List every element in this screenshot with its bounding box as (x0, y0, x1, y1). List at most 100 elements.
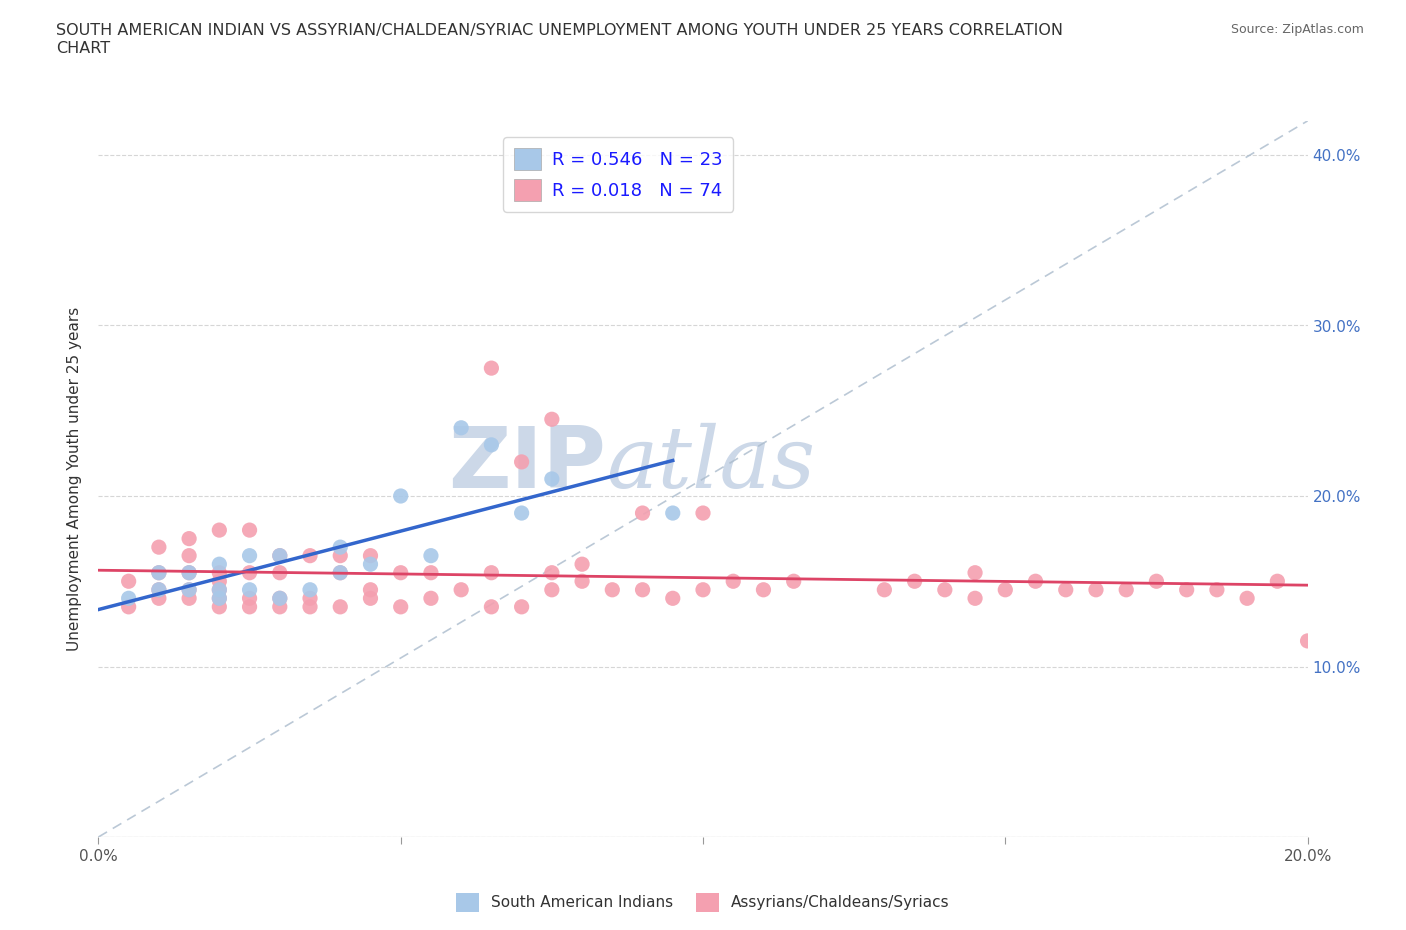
Point (208, 591, 231, 605)
Point (1144, 574, 1167, 589)
Point (602, 582, 624, 597)
Point (661, 591, 683, 605)
Point (148, 591, 170, 605)
Point (965, 565, 987, 580)
Point (1267, 574, 1289, 589)
Point (510, 455, 533, 470)
Point (481, 600, 503, 615)
Point (1236, 591, 1258, 605)
Point (148, 565, 170, 580)
Point (450, 420, 472, 435)
Point (179, 531, 201, 546)
Point (148, 539, 170, 554)
Text: SOUTH AMERICAN INDIAN VS ASSYRIAN/CHALDEAN/SYRIAC UNEMPLOYMENT AMONG YOUTH UNDER: SOUTH AMERICAN INDIAN VS ASSYRIAN/CHALDE… (56, 23, 1063, 56)
Point (1024, 574, 1046, 589)
Point (420, 549, 443, 564)
Point (118, 574, 141, 589)
Point (1296, 633, 1319, 648)
Point (360, 557, 382, 572)
Point (723, 574, 745, 589)
Point (179, 591, 201, 605)
Point (299, 591, 322, 605)
Point (571, 557, 593, 572)
Point (389, 488, 412, 503)
Point (360, 549, 382, 564)
Point (420, 591, 443, 605)
Y-axis label: Unemployment Among Youth under 25 years: Unemployment Among Youth under 25 years (67, 307, 83, 651)
Point (208, 582, 231, 597)
Point (179, 582, 201, 597)
Point (692, 506, 714, 521)
Point (540, 582, 562, 597)
Point (389, 565, 412, 580)
Point (783, 574, 806, 589)
Point (269, 549, 291, 564)
Point (873, 582, 896, 597)
Point (450, 582, 472, 597)
Point (179, 565, 201, 580)
Text: atlas: atlas (606, 423, 815, 506)
Point (904, 574, 927, 589)
Point (1175, 582, 1198, 597)
Point (179, 565, 201, 580)
Point (692, 582, 714, 597)
Point (148, 582, 170, 597)
Point (208, 557, 231, 572)
Point (269, 565, 291, 580)
Point (1085, 582, 1108, 597)
Point (631, 582, 654, 597)
Point (179, 549, 201, 564)
Legend: R = 0.546   N = 23, R = 0.018   N = 74: R = 0.546 N = 23, R = 0.018 N = 74 (503, 137, 734, 212)
Point (239, 591, 262, 605)
Point (239, 582, 262, 597)
Point (239, 565, 262, 580)
Point (540, 472, 562, 486)
Point (965, 591, 987, 605)
Point (360, 591, 382, 605)
Point (329, 549, 352, 564)
Point (208, 565, 231, 580)
Point (420, 565, 443, 580)
Point (118, 591, 141, 605)
Point (208, 591, 231, 605)
Point (208, 574, 231, 589)
Point (239, 549, 262, 564)
Point (269, 591, 291, 605)
Text: Source: ZipAtlas.com: Source: ZipAtlas.com (1230, 23, 1364, 36)
Point (481, 437, 503, 452)
Point (540, 412, 562, 427)
Point (994, 582, 1017, 597)
Point (299, 600, 322, 615)
Point (631, 506, 654, 521)
Point (389, 600, 412, 615)
Point (934, 582, 956, 597)
Point (571, 574, 593, 589)
Point (1206, 582, 1229, 597)
Point (510, 600, 533, 615)
Point (269, 549, 291, 564)
Point (481, 361, 503, 376)
Point (179, 582, 201, 597)
Point (269, 591, 291, 605)
Point (540, 565, 562, 580)
Legend: South American Indians, Assyrians/Chaldeans/Syriacs: South American Indians, Assyrians/Chalde… (450, 887, 956, 918)
Point (269, 600, 291, 615)
Point (299, 582, 322, 597)
Point (510, 506, 533, 521)
Point (752, 582, 775, 597)
Point (481, 565, 503, 580)
Point (208, 600, 231, 615)
Point (148, 582, 170, 597)
Point (208, 523, 231, 538)
Point (148, 565, 170, 580)
Point (661, 506, 683, 521)
Point (1054, 582, 1077, 597)
Point (360, 582, 382, 597)
Point (1115, 582, 1137, 597)
Point (329, 565, 352, 580)
Point (329, 600, 352, 615)
Point (118, 600, 141, 615)
Text: ZIP: ZIP (449, 423, 606, 506)
Point (239, 523, 262, 538)
Point (299, 549, 322, 564)
